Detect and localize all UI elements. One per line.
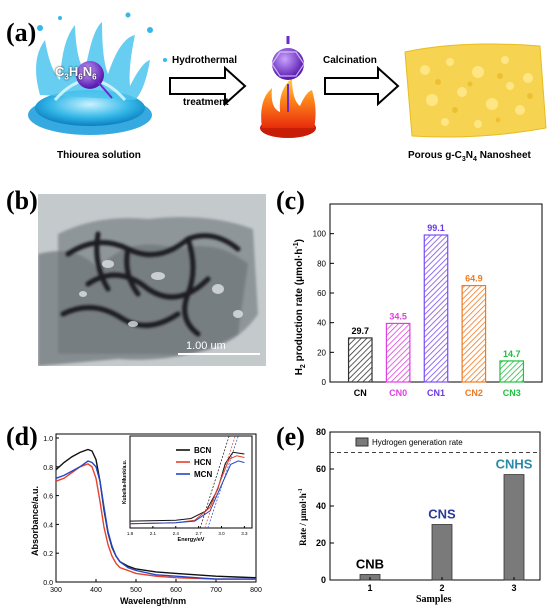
y-tick-label: 20 <box>316 538 326 548</box>
inset-x-tick-label: 2.1 <box>150 531 157 536</box>
y-tick-label: 0.4 <box>43 522 53 529</box>
x-tick-label: 500 <box>130 587 142 594</box>
y-tick-label: 0 <box>322 378 327 387</box>
x-tick-label: 600 <box>170 587 182 594</box>
bar-label-cns: CNS <box>428 507 456 522</box>
series-line-hcn <box>55 463 256 580</box>
inset-x-tick-label: 3.3 <box>241 531 248 536</box>
bar-label-cnb: CNB <box>356 556 384 571</box>
y-tick-label: 40 <box>317 319 326 328</box>
panel-a-label: (a) <box>6 18 37 47</box>
bar-label-cnhs: CNHS <box>496 457 533 472</box>
scale-bar-label: 1.00 um <box>186 340 226 352</box>
y-tick-label: 100 <box>313 230 327 239</box>
thiourea-caption: Thiourea solution <box>57 150 141 161</box>
x-tick-label: 800 <box>250 587 262 594</box>
bar-cn2 <box>461 284 487 383</box>
panel-e-label: (e) <box>276 422 305 451</box>
y-tick-label: 80 <box>317 259 326 268</box>
h2-production-bar-chart: 0 20 40 60 80 100 29.7 CN 34.5 CN0 99.1 CN1 64.9 CN2 1… <box>313 203 543 398</box>
inset-x-tick-label: 1.8 <box>127 531 134 536</box>
plot-frame <box>55 433 257 583</box>
inset-curve <box>129 451 245 522</box>
panel-e: (e) Rate / μmol·h-1 Samples 0 20 40 60 80 Hyd… <box>270 420 550 608</box>
bar-cn <box>347 337 373 383</box>
x-tick-label: CN0 <box>389 388 407 398</box>
bar-cn3 <box>499 360 525 383</box>
panel-d-xlabel: Wavelength/nm <box>120 596 187 606</box>
x-tick-label: 1 <box>367 583 372 593</box>
x-tick-label: CN1 <box>427 388 445 398</box>
x-tick-label: 3 <box>511 583 516 593</box>
bar-value-label: 99.1 <box>427 223 445 233</box>
y-tick-label: 60 <box>316 464 326 474</box>
legend-label-bcn: BCN <box>194 446 212 455</box>
x-tick-label: 300 <box>50 587 62 594</box>
panel-d-label: (d) <box>6 422 38 451</box>
y-tick-label: 0.2 <box>43 551 53 558</box>
x-tick-label: CN <box>354 388 367 398</box>
inset-curve <box>129 460 245 525</box>
inset-xlabel: Energy/eV <box>178 537 205 543</box>
rate-bar-chart: 0 20 40 60 80 Hydrogen generation rate CNB 1 CNS… <box>316 427 541 593</box>
y-tick-label: 0 <box>321 575 326 585</box>
inset-ylabel: Kubelka-Munk/a.u. <box>122 459 128 504</box>
thiourea-splash-illustration <box>28 12 547 138</box>
inset-x-tick-label: 3.0 <box>218 531 225 536</box>
panel-d: (d) Absorbance/a.u. Wavelength/nm 0.0 0.2… <box>0 420 270 608</box>
panel-c-label: (c) <box>276 186 305 215</box>
bar-cn0 <box>385 322 411 383</box>
nanosheet-caption: Porous g-C3N4 Nanosheet <box>408 150 531 163</box>
panel-b-label: (b) <box>6 186 38 215</box>
legend-label-hcn: HCN <box>194 458 212 467</box>
bar-cns <box>431 524 453 581</box>
step1-label-top: Hydrothermal <box>172 55 238 66</box>
y-tick-label: 0.6 <box>43 494 53 501</box>
legend-label: Hydrogen generation rate <box>372 438 463 447</box>
legend-swatch <box>355 437 369 447</box>
panel-e-xlabel: Samples <box>416 594 452 605</box>
x-tick-label: CN2 <box>465 388 483 398</box>
y-tick-label: 20 <box>317 348 326 357</box>
bar-cn1 <box>423 234 449 383</box>
y-tick-label: 40 <box>316 501 326 511</box>
bar-value-label: 34.5 <box>389 311 407 321</box>
y-tick-label: 0.8 <box>43 465 53 472</box>
bar-value-label: 14.7 <box>503 349 521 359</box>
bar-cnhs <box>503 474 525 581</box>
step2-label: Calcination <box>323 55 377 66</box>
molecule-formula: C3H6N6 <box>55 64 97 82</box>
y-tick-label: 80 <box>316 427 326 437</box>
bar-value-label: 29.7 <box>352 326 370 336</box>
step1-label-bottom: treatment <box>183 97 229 108</box>
legend-label-mcn: MCN <box>194 470 212 479</box>
inset-x-tick-label: 2.4 <box>173 531 180 536</box>
x-tick-label: 400 <box>90 587 102 594</box>
inset-x-tick-label: 2.7 <box>195 531 202 536</box>
panel-b: (b) 1.00 um <box>0 180 270 380</box>
x-tick-label: 2 <box>439 583 444 593</box>
x-tick-label: CN3 <box>503 388 521 398</box>
bar-value-label: 64.9 <box>465 274 483 284</box>
x-tick-label: 700 <box>210 587 222 594</box>
inset-tangent-line <box>204 435 236 529</box>
inset-tangent-line <box>207 435 239 529</box>
panel-a: (a) <box>0 0 550 170</box>
y-tick-label: 1.0 <box>43 436 53 443</box>
absorbance-line-chart: 0.0 0.2 0.4 0.6 0.8 1.0 300 400 500 600 700 800 1.8 2… <box>43 433 262 594</box>
y-tick-label: 60 <box>317 289 326 298</box>
inset-frame <box>129 435 253 529</box>
panel-c: (c) H2 production rate (μmol·h-1) 0 20 40 6… <box>270 180 550 420</box>
tem-image <box>38 194 266 366</box>
series-line-mcn <box>55 460 256 580</box>
y-tick-label: 0.0 <box>43 580 53 587</box>
